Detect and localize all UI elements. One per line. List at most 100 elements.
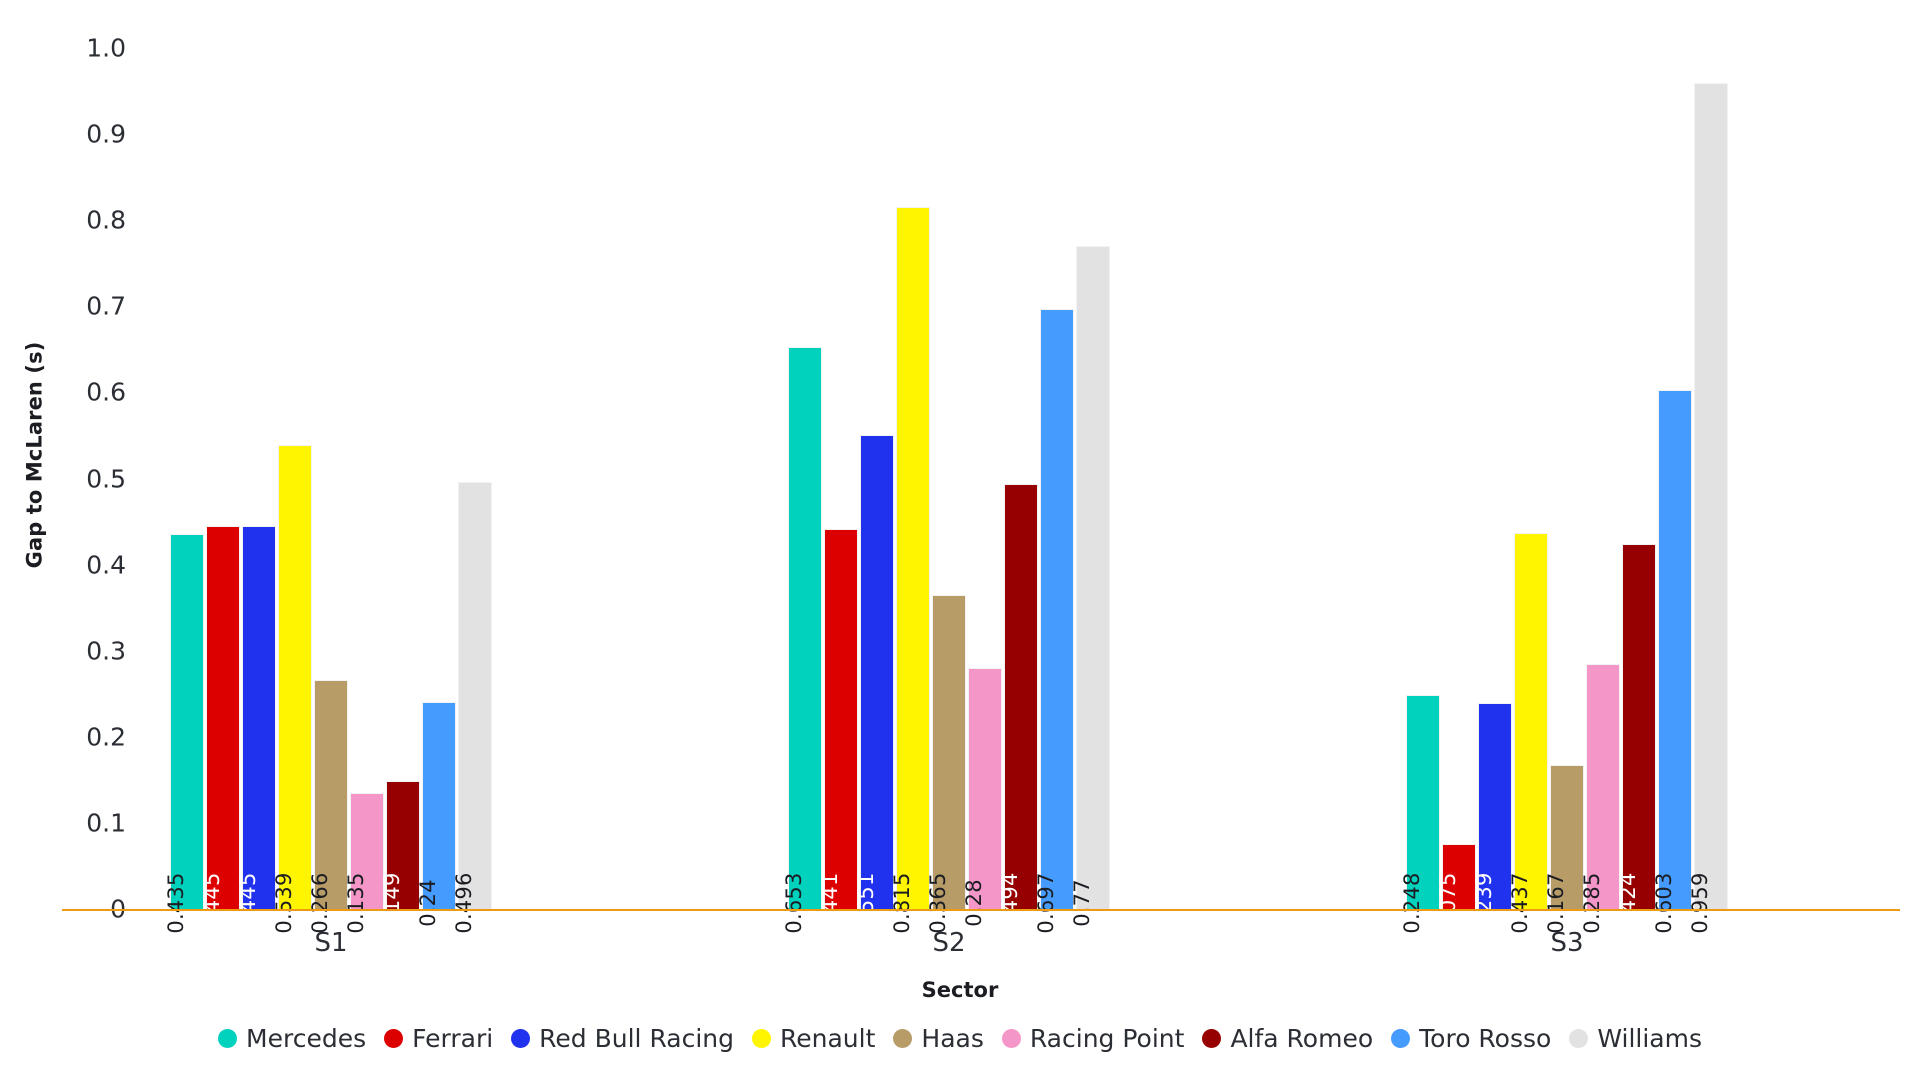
y-axis-tick-label: 0.5 [86, 464, 126, 493]
bar[interactable]: 0.248 [1400, 695, 1440, 934]
bar[interactable]: 0.365 [926, 594, 966, 934]
bar-value-label: 0.437 [1508, 872, 1532, 934]
legend-swatch-icon [1391, 1029, 1411, 1048]
bar[interactable]: 0.496 [452, 481, 492, 934]
bar[interactable]: 0.551 [854, 434, 894, 934]
bar[interactable]: 0.424 [1616, 543, 1656, 934]
bar[interactable]: 0.77 [1070, 246, 1110, 927]
legend-item[interactable]: Renault [752, 1026, 875, 1051]
bar-value-label: 0.697 [1034, 872, 1058, 934]
bar-value-label: 0.77 [1070, 879, 1094, 927]
legend-label: Toro Rosso [1419, 1024, 1552, 1053]
bar-value-label: 0.441 [818, 872, 842, 934]
legend-swatch-icon [1202, 1029, 1222, 1048]
bar-value-label: 0.435 [164, 872, 188, 934]
legend-item[interactable]: Alfa Romeo [1202, 1026, 1373, 1051]
legend-swatch-icon [384, 1029, 404, 1048]
bar-value-label: 0.266 [308, 872, 332, 934]
legend-swatch-icon [1569, 1029, 1589, 1048]
y-axis-tick-label: 0.7 [86, 291, 126, 321]
bar-value-label: 0.815 [890, 872, 914, 934]
x-axis-title: Sector [921, 978, 999, 1002]
bar[interactable]: 0.437 [1508, 532, 1548, 934]
legend-label: Williams [1597, 1024, 1702, 1053]
bar[interactable]: 0.815 [890, 207, 930, 934]
legend: Mercedes Ferrari Red Bull Racing Renault Haa… [0, 1026, 1920, 1051]
bar-value-label: 0.167 [1544, 872, 1568, 934]
bar[interactable]: 0.28 [962, 667, 1002, 927]
bar-value-label: 0.445 [200, 872, 224, 934]
bar-value-label: 0.653 [782, 872, 806, 934]
y-axis-tick-label: 0.4 [86, 550, 126, 580]
legend-swatch-icon [893, 1029, 913, 1048]
bar[interactable]: 0.959 [1688, 83, 1728, 934]
y-axis-tick-label: 0.1 [86, 808, 126, 838]
bar[interactable]: 0.445 [236, 525, 276, 934]
bar[interactable]: 0.603 [1652, 389, 1692, 934]
x-axis-group-label: S1 [314, 928, 348, 958]
legend-item[interactable]: Haas [893, 1024, 984, 1053]
bar-value-label: 0.551 [854, 872, 878, 934]
legend-swatch-icon [1001, 1029, 1021, 1048]
y-axis-tick-label: 0.3 [86, 636, 126, 666]
bar-value-label: 0.959 [1688, 872, 1712, 934]
bar-value-label: 0.494 [998, 872, 1022, 934]
bar-value-label: 0.424 [1616, 872, 1640, 934]
bar-value-label: 0.603 [1652, 872, 1676, 934]
bar[interactable]: 0.167 [1544, 765, 1584, 934]
bar[interactable]: 0.441 [818, 529, 858, 934]
y-axis-tick-label: 0.2 [86, 722, 126, 752]
legend-label: Red Bull Racing [539, 1024, 734, 1053]
bar[interactable]: 0.494 [998, 483, 1038, 934]
bar-value-label: 0.239 [1472, 872, 1496, 934]
plot-area: 0.435 0.445 0.445 0.539 0.266 0.135 0.149 0.24 0… [62, 0, 1900, 934]
bar[interactable]: 0.149 [380, 780, 420, 934]
bar-value-label: 0.135 [344, 872, 368, 934]
legend-item[interactable]: Mercedes [218, 1026, 366, 1051]
legend-item[interactable]: Williams [1569, 1026, 1702, 1051]
legend-label: Mercedes [246, 1024, 367, 1053]
bar[interactable]: 0.24 [416, 702, 456, 927]
legend-item[interactable]: Racing Point [1001, 1024, 1185, 1053]
y-axis-tick-label: 0.9 [86, 119, 126, 149]
bar[interactable]: 0.653 [782, 346, 822, 934]
bar-value-label: 0.075 [1436, 872, 1460, 934]
bar[interactable]: 0.445 [200, 525, 240, 934]
x-axis-baseline [62, 909, 1900, 911]
bar[interactable]: 0.697 [1034, 308, 1074, 934]
bar-value-label: 0.365 [926, 872, 950, 934]
legend-swatch-icon [218, 1029, 238, 1048]
legend-label: Ferrari [412, 1024, 494, 1053]
legend-label: Renault [780, 1024, 876, 1053]
bar-value-label: 0.445 [236, 872, 260, 934]
x-axis-group-label: S3 [1550, 928, 1584, 958]
legend-label: Haas [921, 1024, 984, 1053]
y-axis-title-text: Gap to McLaren (s) [22, 341, 46, 569]
bar-value-label: 0.24 [416, 879, 440, 927]
bar[interactable]: 0.135 [344, 792, 384, 934]
legend-item[interactable]: Toro Rosso [1391, 1026, 1551, 1051]
y-axis-tick-label: 0.6 [86, 377, 126, 407]
legend-swatch-icon [752, 1029, 771, 1048]
bar[interactable]: 0.239 [1472, 703, 1512, 934]
bar[interactable]: 0.539 [272, 444, 312, 934]
y-axis-tick-label: 0.8 [86, 205, 126, 235]
bar-value-label: 0.149 [380, 872, 404, 934]
bar[interactable]: 0.266 [308, 679, 348, 934]
legend-label: Racing Point [1029, 1024, 1185, 1053]
legend-label: Alfa Romeo [1230, 1024, 1374, 1053]
bar-value-label: 0.28 [962, 879, 986, 927]
y-axis-tick-label: 1.0 [86, 33, 126, 63]
bar[interactable]: 0.075 [1436, 844, 1476, 934]
bar[interactable]: 0.435 [164, 534, 204, 934]
bar-value-label: 0.539 [272, 872, 296, 934]
bar-value-label: 0.248 [1400, 872, 1424, 934]
bar[interactable]: 0.285 [1580, 663, 1620, 934]
legend-swatch-icon [511, 1029, 531, 1048]
bar-value-label: 0.496 [452, 872, 476, 934]
legend-item[interactable]: Ferrari [384, 1026, 493, 1051]
bar-value-label: 0.285 [1580, 872, 1604, 934]
x-axis-group-label: S2 [932, 928, 966, 958]
legend-item[interactable]: Red Bull Racing [511, 1026, 734, 1051]
